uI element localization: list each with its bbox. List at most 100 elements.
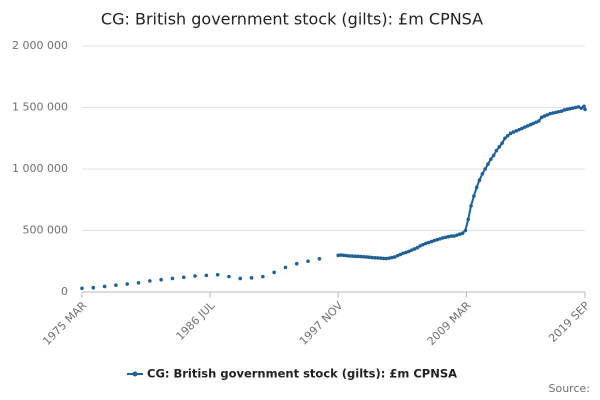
- data-point: [424, 241, 428, 246]
- data-point: [418, 244, 422, 248]
- data-point: [261, 274, 265, 279]
- data-point: [344, 253, 349, 258]
- data-point: [373, 256, 377, 260]
- data-point: [466, 217, 470, 222]
- data-point: [404, 250, 408, 255]
- data-point: [339, 253, 343, 257]
- data-point: [317, 256, 322, 261]
- data-point: [426, 240, 431, 245]
- data-point: [570, 106, 575, 110]
- data-point: [387, 256, 391, 260]
- data-point: [520, 126, 524, 131]
- data-point: [469, 204, 473, 208]
- data-point: [537, 119, 541, 123]
- legend-label: CG: British government stock (gilts): £m…: [147, 367, 457, 381]
- data-point: [565, 107, 569, 112]
- data-point: [517, 127, 521, 132]
- data-point: [215, 272, 220, 277]
- data-point: [136, 280, 141, 285]
- legend-marker: [132, 371, 138, 377]
- data-point: [170, 276, 175, 281]
- data-point: [440, 236, 445, 240]
- data-point: [409, 248, 414, 252]
- data-point: [392, 255, 397, 259]
- y-tick-label: 2 000 000: [12, 39, 68, 52]
- data-point: [542, 114, 547, 118]
- data-point: [531, 121, 535, 126]
- data-point: [102, 284, 107, 289]
- data-point: [460, 231, 465, 236]
- data-point: [514, 129, 519, 133]
- source-label: Source:: [549, 382, 591, 395]
- data-point: [294, 261, 299, 266]
- data-point: [583, 107, 587, 112]
- x-tick-label: 1975 MAR: [40, 299, 89, 348]
- data-point: [505, 133, 510, 138]
- data-point: [525, 124, 530, 128]
- data-point: [463, 228, 468, 233]
- data-point: [429, 239, 434, 244]
- data-point: [548, 111, 552, 116]
- data-point: [381, 256, 386, 261]
- data-point: [272, 270, 276, 275]
- legend-item: CG: British government stock (gilts): £m…: [127, 367, 457, 381]
- data-point: [148, 279, 152, 283]
- y-tick-label: 500 000: [23, 224, 69, 237]
- data-point: [336, 253, 341, 258]
- data-point: [306, 259, 310, 264]
- data-point: [398, 252, 403, 257]
- chart-title: CG: British government stock (gilts): £m…: [101, 10, 483, 29]
- data-point: [455, 233, 459, 237]
- data-point: [181, 275, 186, 280]
- data-point: [438, 237, 442, 241]
- data-point: [568, 106, 572, 111]
- y-tick-label: 0: [61, 285, 68, 298]
- x-tick-label: 1997 NOV: [297, 299, 346, 348]
- data-point: [412, 247, 417, 251]
- data-point: [395, 253, 400, 258]
- data-point: [573, 105, 578, 110]
- data-point: [364, 255, 369, 259]
- data-point: [342, 253, 346, 258]
- data-point: [551, 111, 555, 115]
- data-point: [503, 136, 507, 141]
- data-point: [483, 167, 487, 171]
- data-point: [562, 108, 567, 112]
- data-point: [474, 185, 479, 190]
- data-point: [80, 286, 84, 291]
- x-tick-label: 2009 MAR: [425, 299, 474, 348]
- data-point: [559, 109, 564, 113]
- data-point: [480, 172, 485, 176]
- data-point: [283, 265, 288, 270]
- data-point: [491, 153, 496, 158]
- data-point: [511, 130, 516, 134]
- data-point: [375, 256, 380, 260]
- data-point: [238, 276, 243, 281]
- data-point: [477, 178, 482, 182]
- data-point: [415, 245, 420, 250]
- data-point: [114, 283, 118, 288]
- data-point: [553, 110, 558, 115]
- data-point: [449, 234, 454, 238]
- data-point: [378, 256, 383, 260]
- data-point: [545, 113, 550, 117]
- data-point: [350, 254, 355, 258]
- data-point: [91, 285, 96, 290]
- data-point: [579, 106, 584, 110]
- data-point: [443, 235, 448, 240]
- x-tick-label: 1986 JUL: [174, 298, 218, 342]
- data-point: [249, 276, 254, 280]
- data-point: [401, 251, 406, 256]
- data-line: [338, 104, 586, 260]
- data-point: [500, 141, 504, 145]
- data-point: [384, 256, 389, 261]
- data-point: [390, 255, 394, 260]
- data-point: [539, 115, 544, 120]
- data-point: [347, 254, 352, 258]
- data-point: [457, 232, 462, 236]
- data-point: [353, 254, 357, 259]
- y-tick-label: 1 500 000: [12, 101, 68, 114]
- data-point: [370, 255, 374, 260]
- x-tick-label: 2019 SEP: [546, 299, 592, 345]
